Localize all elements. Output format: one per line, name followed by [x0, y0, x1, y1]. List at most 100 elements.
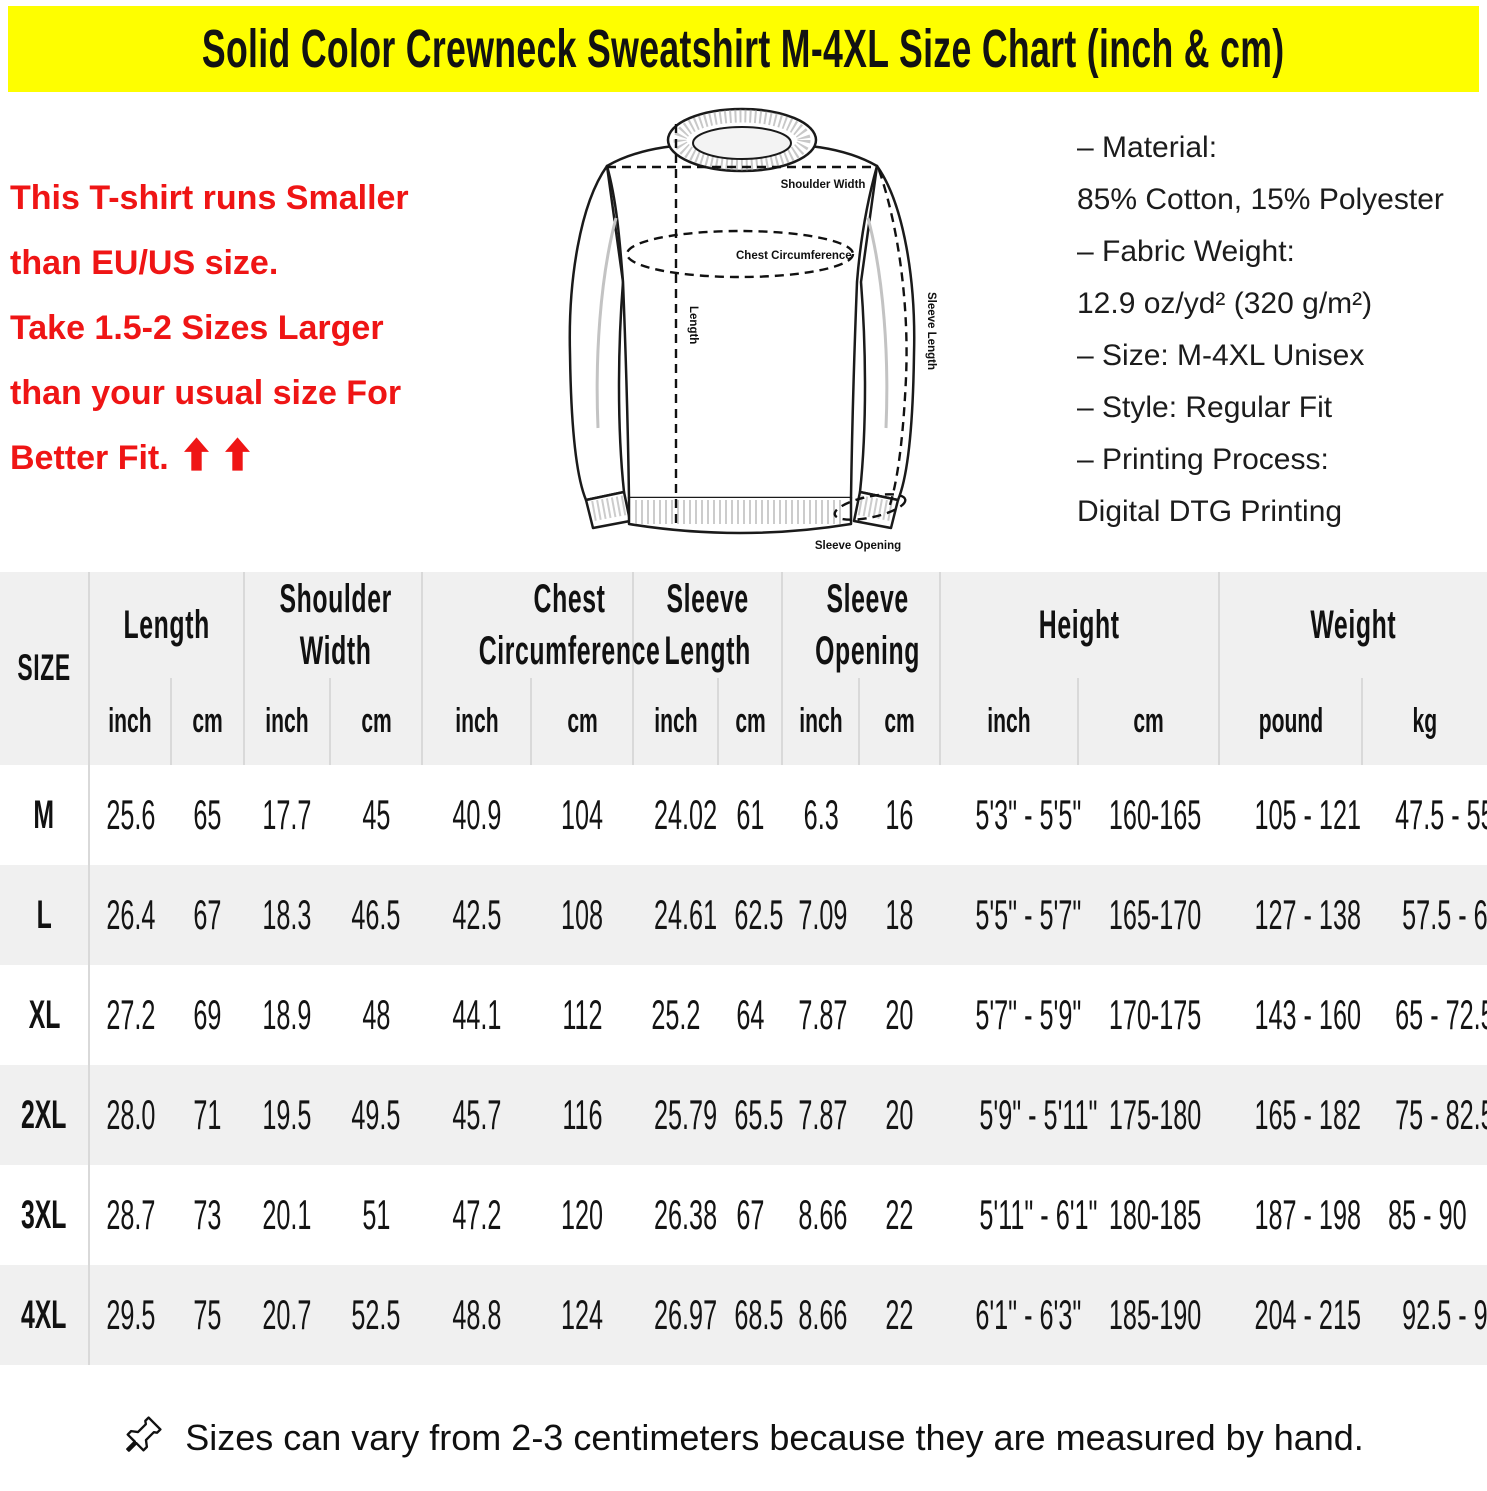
sleeve-opening-line	[833, 493, 907, 521]
size-cell: L	[0, 865, 91, 965]
cell-value: 67	[736, 1191, 765, 1238]
size-cell: 2XL	[0, 1065, 91, 1165]
cell-value: 17.7	[262, 791, 312, 838]
cell-value: 143 - 160	[1254, 991, 1362, 1038]
cell-value: 22	[885, 1291, 914, 1338]
cell-value: 5'9" - 5'11"	[979, 1091, 1098, 1138]
spec-line: – Material:	[1077, 131, 1218, 164]
group-header-weight: Weight	[1218, 572, 1487, 678]
cell-value: 20	[885, 991, 914, 1038]
unit-header: inch	[421, 678, 531, 765]
cell-value: 25.6	[106, 791, 156, 838]
size-cell: 3XL	[0, 1165, 91, 1265]
cell-value: 7.87	[798, 991, 848, 1038]
cell-value: 185-190	[1108, 1291, 1202, 1338]
cell-value: 65	[193, 791, 222, 838]
cell-value: 51	[362, 1191, 391, 1238]
cell-value: 45	[362, 791, 391, 838]
unit-header: inch	[781, 678, 860, 765]
size-column-header: SIZE	[0, 572, 91, 765]
cell-value: 18.3	[262, 891, 312, 938]
cell-value: 52.5	[351, 1291, 401, 1338]
fit-warning: This T-shirt runs Smaller than EU/US siz…	[10, 166, 570, 494]
up-arrow-icon	[183, 429, 210, 494]
cell-value: 170-175	[1108, 991, 1202, 1038]
cell-value: 19.5	[262, 1091, 312, 1138]
unit-header: inch	[632, 678, 719, 765]
unit-header: cm	[329, 678, 423, 765]
cell-value: 27.2	[106, 991, 156, 1038]
cell-value: 75	[193, 1291, 222, 1338]
table-row-3xl: 3XL 28.7 73 20.1 51 47.2 120 26.38 67 8.…	[0, 1165, 1487, 1265]
page-title: Solid Color Crewneck Sweatshirt M-4XL Si…	[202, 19, 1285, 79]
cell-value: 65.5	[734, 1091, 784, 1138]
chest-circumference-label: Chest Circumference	[736, 250, 852, 262]
cell-value: 6.3	[803, 791, 839, 838]
sweatshirt-line-art: Shoulder Width Chest Circumference Lengt…	[568, 107, 937, 552]
cell-value: 165 - 182	[1254, 1091, 1362, 1138]
spec-line: – Printing Process:	[1077, 443, 1329, 476]
table-unit-header-row: inch cm inch cm inch cm inch cm inch cm …	[0, 678, 1487, 765]
size-cell: XL	[0, 965, 91, 1065]
unit-header: inch	[89, 678, 171, 765]
sleeve-length-label: Sleeve Length	[925, 292, 937, 370]
cell-value: 73	[193, 1191, 222, 1238]
cell-value: 116	[562, 1091, 603, 1138]
warning-line: than EU/US size.	[10, 244, 279, 282]
cell-value: 47.2	[452, 1191, 502, 1238]
group-header-chest-circumference: Chest Circumference	[421, 572, 660, 678]
cell-value: 40.9	[452, 791, 502, 838]
cell-value: 8.66	[798, 1291, 848, 1338]
cell-value: 49.5	[351, 1091, 401, 1138]
cell-value: 7.87	[798, 1091, 848, 1138]
cell-value: 124	[561, 1291, 604, 1338]
unit-header: pound	[1218, 678, 1362, 765]
cell-value: 22	[885, 1191, 914, 1238]
cell-value: 24.02	[654, 791, 718, 838]
cell-value: 120	[561, 1191, 604, 1238]
cell-value: 112	[562, 991, 603, 1038]
cell-value: 108	[561, 891, 604, 938]
cell-value: 28.0	[106, 1091, 156, 1138]
cell-value: 46.5	[351, 891, 401, 938]
chest-circumference-line	[625, 229, 855, 279]
warning-line: Take 1.5-2 Sizes Larger	[10, 309, 384, 347]
table-row-xl: XL 27.2 69 18.9 48 44.1 112 25.2 64 7.87…	[0, 965, 1487, 1065]
cell-value: 16	[885, 791, 914, 838]
spec-line: Digital DTG Printing	[1077, 495, 1343, 528]
cell-value: 57.5 - 62.5	[1402, 891, 1487, 938]
warning-line: This T-shirt runs Smaller	[10, 179, 409, 217]
cell-value: 28.7	[106, 1191, 156, 1238]
group-header-length: Length	[89, 572, 244, 678]
unit-header: cm	[717, 678, 783, 765]
cell-value: 180-185	[1108, 1191, 1202, 1238]
table-row-l: L 26.4 67 18.3 46.5 42.5 108 24.61 62.5 …	[0, 865, 1487, 965]
spec-line: – Size: M-4XL Unisex	[1077, 339, 1365, 372]
cell-value: 45.7	[452, 1091, 502, 1138]
cell-value: 20.7	[262, 1291, 312, 1338]
cell-value: 48.8	[452, 1291, 502, 1338]
cell-value: 92.5 - 97.5	[1402, 1291, 1487, 1338]
cell-value: 20.1	[262, 1191, 312, 1238]
cell-value: 26.4	[106, 891, 156, 938]
cell-value: 67	[193, 891, 222, 938]
table-row-m: M 25.6 65 17.7 45 40.9 104 24.02 61 6.3 …	[0, 765, 1487, 865]
cell-value: 25.79	[654, 1091, 718, 1138]
cell-value: 64	[736, 991, 765, 1038]
unit-header: cm	[858, 678, 940, 765]
cell-value: 68.5	[734, 1291, 784, 1338]
unit-header: inch	[242, 678, 331, 765]
table-group-header-row: SIZE Length Shoulder Width Chest Circumf…	[0, 572, 1487, 765]
cell-value: 104	[561, 791, 604, 838]
title-banner: Solid Color Crewneck Sweatshirt M-4XL Si…	[8, 6, 1479, 92]
cell-value: 7.09	[798, 891, 848, 938]
spec-line: – Fabric Weight:	[1077, 235, 1295, 268]
cell-value: 175-180	[1108, 1091, 1202, 1138]
footnote-text: Sizes can vary from 2-3 centimeters beca…	[185, 1417, 1364, 1458]
table-row-2xl: 2XL 28.0 71 19.5 49.5 45.7 116 25.79 65.…	[0, 1065, 1487, 1165]
cell-value: 160-165	[1108, 791, 1202, 838]
size-cell: M	[0, 765, 91, 865]
pushpin-icon	[123, 1413, 165, 1464]
length-label: Length	[687, 306, 699, 344]
cell-value: 26.97	[654, 1291, 718, 1338]
